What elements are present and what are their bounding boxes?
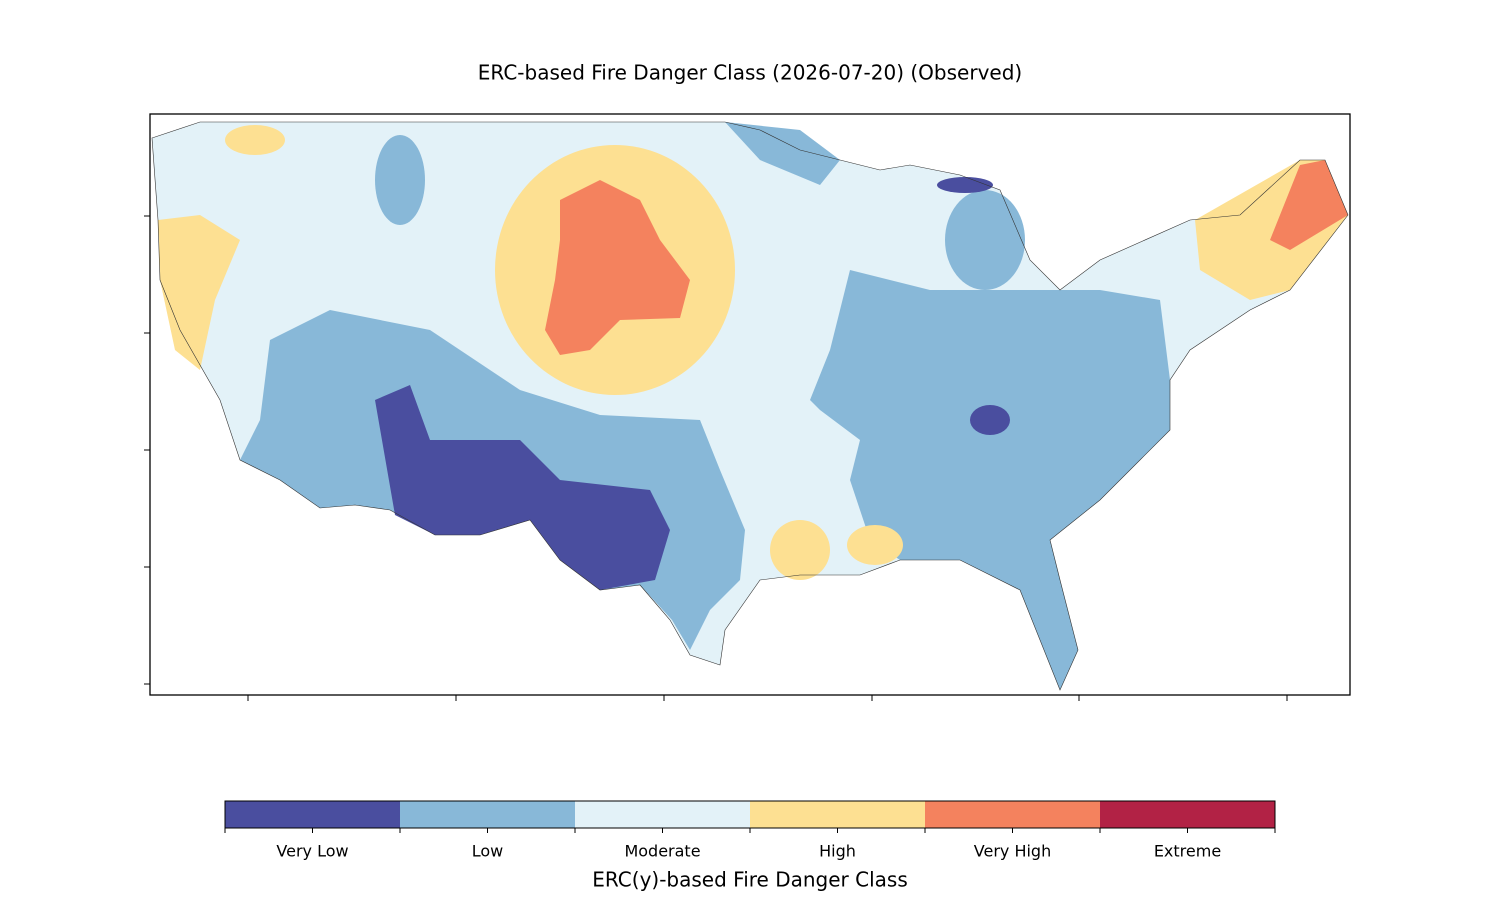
colorbar-class-label: Moderate [624,842,700,861]
colorbar-swatch [1100,801,1275,828]
region-high [158,215,240,370]
region-very-low [937,177,993,193]
map-title: ERC-based Fire Danger Class (2026-07-20)… [478,61,1022,85]
colorbar-class-label: Extreme [1154,842,1221,861]
colorbar: Very Low Low Moderate High Very High Extreme [224,800,1276,861]
map-frame [149,113,1351,696]
axis-ticks [144,215,1288,701]
colorbar-swatch [575,801,750,828]
colorbar-swatch [225,801,400,828]
colorbar-swatch [750,801,925,828]
colorbar-class-label: Very Low [276,842,348,861]
colorbar-frame [224,800,1276,829]
region-very-low [970,405,1010,435]
region-high [847,525,903,565]
region-high [770,520,830,580]
region-low [375,135,425,225]
colorbar-swatch [400,801,575,828]
region-very-high [1270,160,1348,250]
colorbar-class-label: High [819,842,856,861]
colorbar-label: ERC(y)-based Fire Danger Class [592,868,907,892]
region-low [945,190,1025,290]
region-low [810,270,1170,690]
region-high [225,125,285,155]
colorbar-swatch [925,801,1100,828]
map [151,121,1349,691]
region-low [725,122,840,185]
colorbar-class-label: Very High [974,842,1051,861]
region-very-low [375,385,670,590]
border [151,121,1349,691]
colorbar-class-label: Low [472,842,504,861]
region-very-high [545,180,690,355]
